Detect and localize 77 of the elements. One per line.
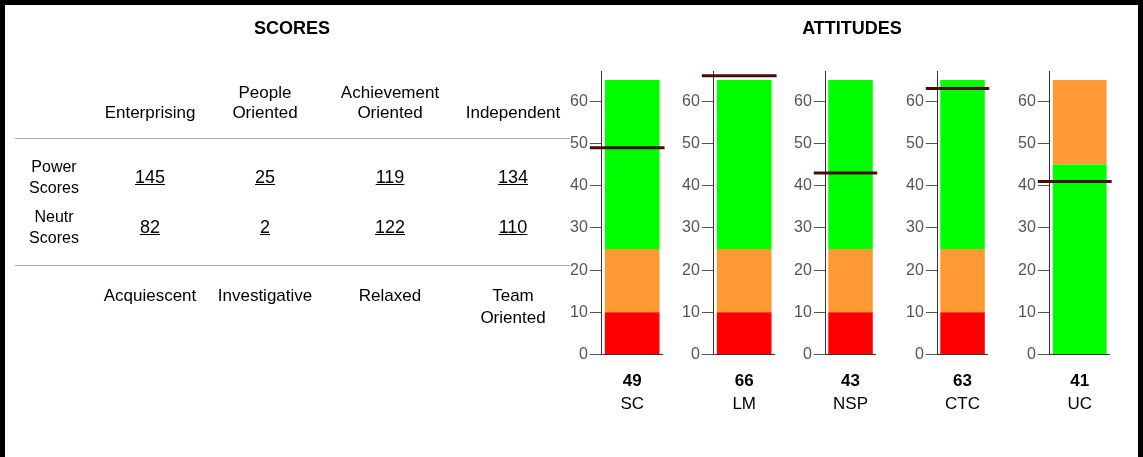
y-tick-label: 0	[578, 345, 588, 363]
data-label: 2	[259, 217, 271, 238]
bar	[604, 312, 660, 355]
data-label: 25	[254, 167, 276, 188]
y-tick-label: 10	[1018, 302, 1036, 320]
x-tick-label: LM	[732, 394, 756, 414]
bar	[940, 312, 985, 355]
x-tick-label: UC	[1067, 394, 1092, 414]
y-tick-label: 50	[794, 133, 812, 151]
text: Neutr Scores	[29, 207, 79, 248]
y-tick-label: 0	[802, 345, 812, 363]
y-tick-label: 60	[570, 91, 588, 109]
y-tick-label: 30	[1018, 218, 1036, 236]
y-tick-label: 60	[1018, 91, 1036, 109]
data-label: 145	[134, 167, 166, 188]
y-tick-label: 20	[906, 260, 924, 278]
category-label: Enterprising	[104, 103, 196, 123]
text: Investigative	[217, 285, 313, 307]
y-tick-label: 30	[906, 218, 924, 236]
text: 43	[841, 371, 860, 391]
category-label: Achievement Oriented	[340, 83, 440, 123]
y-tick-label: 60	[906, 91, 924, 109]
text: 63	[953, 371, 972, 391]
chart-title: ATTITUDES	[802, 18, 902, 39]
y-tick-label: 30	[794, 218, 812, 236]
y-tick-label: 0	[690, 345, 700, 363]
bar	[716, 80, 772, 249]
data-label: 82	[139, 217, 161, 238]
y-tick-label: 50	[682, 133, 700, 151]
y-tick-label: 0	[914, 345, 924, 363]
text: Team Oriented	[480, 285, 546, 329]
bar	[828, 312, 873, 355]
y-tick-label: 10	[570, 302, 588, 320]
bar	[940, 80, 985, 249]
text: 41	[1070, 371, 1090, 391]
bar	[828, 80, 873, 249]
y-tick-label: 30	[682, 218, 700, 236]
y-tick-label: 0	[1026, 345, 1036, 363]
y-tick-label: 60	[794, 91, 812, 109]
bar	[604, 249, 660, 313]
y-tick-label: 10	[794, 302, 812, 320]
y-tick-label: 20	[794, 260, 812, 278]
data-label: 134	[497, 167, 529, 188]
x-tick-label: NSP	[833, 394, 869, 414]
y-tick-label: 50	[1018, 133, 1036, 151]
y-tick-label: 40	[682, 176, 700, 194]
text: 66	[734, 371, 754, 391]
text: Power Scores	[29, 157, 79, 198]
bar	[828, 249, 873, 313]
y-tick-label: 40	[906, 176, 924, 194]
text: SCORES	[253, 18, 331, 39]
y-tick-label: 30	[570, 218, 588, 236]
x-tick-label: CTC	[945, 394, 981, 414]
category-label: Independent	[465, 103, 561, 123]
data-label: 122	[374, 217, 406, 238]
y-tick-label: 40	[1018, 176, 1036, 194]
text: Relaxed	[358, 285, 422, 307]
y-tick-label: 40	[794, 176, 812, 194]
y-tick-label: 20	[1018, 260, 1036, 278]
bar	[940, 249, 985, 313]
text: 49	[622, 371, 642, 391]
bar	[716, 312, 772, 355]
bar	[716, 249, 772, 313]
category-label: People Oriented	[232, 83, 298, 123]
y-tick-label: 10	[682, 302, 700, 320]
y-tick-label: 10	[906, 302, 924, 320]
bar	[604, 80, 660, 249]
text: Acquiescent	[103, 285, 197, 307]
data-label: 110	[498, 217, 528, 238]
x-tick-label: SC	[620, 394, 644, 414]
y-tick-label: 20	[682, 260, 700, 278]
y-tick-label: 40	[570, 176, 588, 194]
data-label: 119	[375, 167, 405, 188]
y-tick-label: 20	[570, 260, 588, 278]
y-tick-label: 60	[682, 91, 700, 109]
y-tick-label: 50	[570, 133, 588, 151]
y-tick-label: 50	[906, 133, 924, 151]
